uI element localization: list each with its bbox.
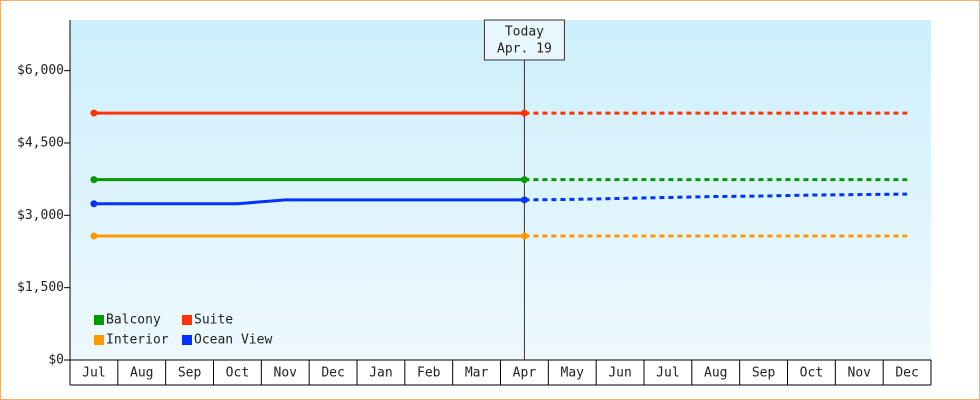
legend-swatch — [182, 335, 192, 345]
x-tick-label: Jun — [608, 366, 631, 381]
price-dot — [90, 232, 98, 240]
price-dot — [520, 176, 528, 184]
x-tick-label: Feb — [417, 366, 441, 381]
legend-label: Balcony — [106, 313, 161, 328]
y-tick-label: $0 — [48, 353, 64, 368]
x-tick-label: Nov — [848, 366, 872, 381]
legend-swatch — [94, 335, 104, 345]
y-tick-label: $3,000 — [17, 208, 64, 223]
legend-swatch — [182, 315, 192, 325]
x-tick-label: May — [561, 366, 585, 381]
x-tick-label: Nov — [274, 366, 298, 381]
x-tick-label: Jul — [656, 366, 679, 381]
x-tick-label: Dec — [895, 366, 918, 381]
y-tick-label: $4,500 — [17, 135, 64, 150]
x-tick-label: Mar — [465, 366, 489, 381]
price-dot — [520, 109, 528, 117]
today-date: Apr. 19 — [497, 42, 552, 57]
today-label: Today — [505, 25, 544, 40]
x-tick-label: Jul — [82, 366, 105, 381]
legend-swatch — [94, 315, 104, 325]
forecast-line — [524, 192, 908, 202]
y-tick-label: $1,500 — [17, 280, 64, 295]
plot-area — [70, 20, 931, 360]
x-tick-label: Aug — [130, 366, 153, 381]
price-dot — [520, 232, 528, 240]
x-tick-label: Sep — [752, 366, 776, 381]
price-dot — [90, 109, 98, 117]
x-tick-label: Dec — [321, 366, 344, 381]
price-dot — [90, 176, 98, 184]
y-tick-label: $6,000 — [17, 63, 64, 78]
x-tick-label: Aug — [704, 366, 727, 381]
x-tick-label: Oct — [800, 366, 823, 381]
legend-label: Suite — [194, 313, 233, 328]
x-tick-label: Sep — [178, 366, 202, 381]
price-dot — [520, 196, 528, 204]
x-tick-label: Apr — [513, 366, 537, 381]
legend-label: Ocean View — [194, 333, 272, 348]
today-box — [483, 19, 565, 61]
price-dot — [90, 200, 98, 208]
price-line — [93, 198, 525, 206]
x-tick-label: Oct — [226, 366, 249, 381]
x-tick-label: Jan — [369, 366, 392, 381]
legend-label: Interior — [106, 333, 169, 348]
